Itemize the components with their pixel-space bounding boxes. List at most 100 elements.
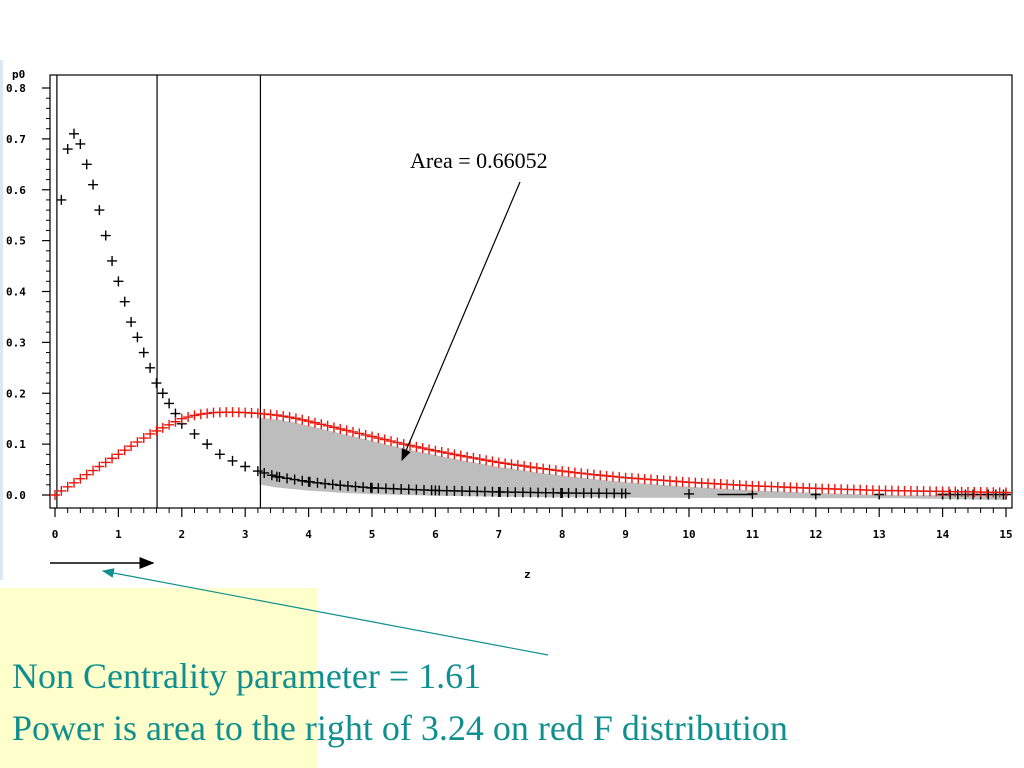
noncentral-f-point — [189, 410, 200, 421]
central-f-point — [56, 194, 67, 205]
noncentral-f-point — [113, 449, 124, 460]
noncentral-f-point — [75, 473, 86, 484]
annotations: Area = 0.66052 — [50, 148, 549, 656]
noncentral-f-point — [157, 422, 168, 433]
noncentral-f-point — [373, 433, 384, 444]
noncentral-f-point — [138, 433, 149, 444]
central-f-series — [56, 128, 1011, 500]
central-f-point — [327, 479, 338, 490]
axis-labels: p0 z — [12, 68, 531, 581]
central-f-point — [119, 296, 130, 307]
noncentral-f-point — [107, 453, 118, 464]
noncentral-f-point — [176, 413, 187, 424]
central-f-point — [113, 276, 124, 287]
x-tick-label: 11 — [746, 528, 760, 541]
central-f-point — [88, 179, 99, 190]
central-f-point — [100, 230, 111, 241]
central-f-point — [94, 205, 105, 216]
noncentral-f-point — [379, 434, 390, 445]
x-tick-label: 5 — [369, 528, 376, 541]
noncentral-f-point — [62, 481, 73, 492]
caption-noncentrality: Non Centrality parameter = 1.61 — [12, 656, 482, 696]
noncentral-f-point — [354, 428, 365, 439]
noncentral-f-point — [328, 422, 339, 433]
area-annotation-arrow — [401, 181, 521, 462]
area-annotation-label: Area = 0.66052 — [410, 148, 548, 173]
noncentral-f-point — [531, 462, 542, 473]
noncentral-f-point — [183, 412, 194, 423]
x-tick-label: 0 — [52, 528, 59, 541]
noncentral-f-point — [493, 457, 504, 468]
plot-border — [49, 74, 1013, 509]
x-tick-label: 6 — [432, 528, 439, 541]
central-f-point — [164, 398, 175, 409]
caption-power: Power is area to the right of 3.24 on re… — [12, 708, 788, 748]
noncentral-f-point — [119, 445, 130, 456]
central-f-point — [145, 362, 156, 373]
x-tick-label: 14 — [936, 528, 950, 541]
x-tick-label: 8 — [559, 528, 566, 541]
x-tick-label: 10 — [682, 528, 695, 541]
central-f-point — [75, 138, 86, 149]
central-f-point — [252, 466, 263, 477]
central-f-point — [157, 388, 168, 399]
noncentral-f-point — [100, 457, 111, 468]
noncentral-f-point — [88, 465, 99, 476]
noncentral-f-point — [468, 452, 479, 463]
noncentral-f-point — [309, 417, 320, 428]
noncentral-f-point — [322, 420, 333, 431]
noncentral-f-point — [487, 456, 498, 467]
y-tick-label: 0.1 — [6, 438, 26, 451]
central-f-point — [189, 428, 200, 439]
y-tick-label: 0.4 — [6, 286, 26, 299]
noncentral-f-point — [56, 485, 67, 496]
central-f-point — [616, 488, 627, 499]
central-f-point — [289, 474, 300, 485]
central-f-point — [304, 476, 315, 487]
central-f-point — [312, 477, 323, 488]
noncentral-f-point — [474, 454, 485, 465]
central-f-point — [274, 472, 285, 483]
central-f-point — [320, 478, 331, 489]
noncentral-f-point — [500, 458, 511, 469]
noncentral-f-point — [557, 466, 568, 477]
noncentral-f-point — [430, 445, 441, 456]
x-tick-label: 4 — [305, 528, 312, 541]
noncentral-f-point — [170, 416, 181, 427]
caption-pointer-arrow — [101, 568, 549, 656]
central-f-point — [202, 439, 213, 450]
noncentral-f-point — [297, 414, 308, 425]
x-tick-label: 7 — [495, 528, 502, 541]
noncentral-f-point — [290, 413, 301, 424]
noncentral-f-point — [582, 468, 593, 479]
noncentral-f-point — [519, 461, 530, 472]
x-tick-label: 12 — [809, 528, 822, 541]
y-tick-label: 0.0 — [6, 489, 26, 502]
y-tick-label: 0.5 — [6, 235, 26, 248]
x-tick-label: 9 — [622, 528, 629, 541]
noncentral-f-point — [367, 431, 377, 442]
central-f-point — [138, 347, 149, 358]
noncentral-f-point — [164, 419, 175, 430]
central-f-point — [107, 255, 118, 266]
noncentral-f-point — [202, 408, 213, 419]
noncentral-f-point — [449, 449, 460, 460]
noncentral-f-point — [195, 409, 206, 420]
noncentral-f-point — [576, 468, 587, 479]
x-tick-label: 3 — [242, 528, 249, 541]
y-tick-label: 0.7 — [6, 133, 26, 146]
noncentral-f-point — [132, 437, 143, 448]
noncentral-f-point — [443, 448, 454, 459]
noncentral-f-point — [347, 426, 358, 437]
noncentral-f-point — [386, 436, 397, 447]
noncentral-f-point — [151, 425, 162, 436]
noncentral-f-point — [506, 459, 517, 470]
noncentral-f-point — [569, 467, 580, 478]
noncentral-f-point — [455, 450, 466, 461]
noncentral-f-point — [81, 469, 92, 480]
central-f-point — [69, 128, 80, 139]
axis-ticks: 0 1 2 3 4 5 6 7 8 9 10 11 12 13 14 150.00.10.20.30.40.5… — [6, 82, 1013, 541]
x-tick-label: 15 — [999, 528, 1012, 541]
central-f-point — [266, 470, 277, 481]
noncentral-f-point — [417, 443, 428, 454]
